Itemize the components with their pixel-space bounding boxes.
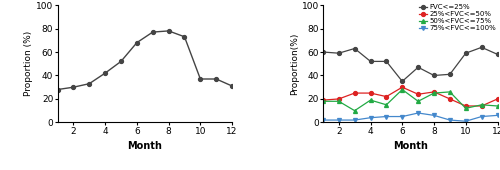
FVC<=25% — [447, 73, 453, 75]
25%<FVC<=50% — [400, 86, 406, 88]
75%<FVC<=100% — [336, 119, 342, 121]
50%<FVC<=75% — [447, 91, 453, 93]
75%<FVC<=100% — [384, 116, 390, 118]
25%<FVC<=50% — [384, 96, 390, 98]
X-axis label: Month: Month — [128, 141, 162, 151]
Y-axis label: Proportion(%): Proportion(%) — [290, 33, 298, 95]
50%<FVC<=75% — [478, 104, 484, 106]
FVC<=25% — [431, 74, 437, 76]
50%<FVC<=75% — [400, 89, 406, 91]
75%<FVC<=100% — [368, 117, 374, 119]
FVC<=25% — [384, 60, 390, 62]
25%<FVC<=50% — [463, 105, 469, 107]
50%<FVC<=75% — [415, 100, 421, 102]
50%<FVC<=75% — [384, 104, 390, 106]
FVC<=25% — [463, 52, 469, 54]
50%<FVC<=75% — [352, 110, 358, 112]
25%<FVC<=50% — [494, 98, 500, 100]
75%<FVC<=100% — [463, 120, 469, 122]
Line: 25%<FVC<=50%: 25%<FVC<=50% — [321, 85, 500, 108]
Y-axis label: Proportion (%): Proportion (%) — [24, 31, 34, 96]
FVC<=25% — [400, 80, 406, 82]
75%<FVC<=100% — [400, 116, 406, 118]
75%<FVC<=100% — [431, 114, 437, 116]
25%<FVC<=50% — [447, 98, 453, 100]
FVC<=25% — [478, 46, 484, 48]
75%<FVC<=100% — [478, 116, 484, 118]
50%<FVC<=75% — [463, 107, 469, 109]
50%<FVC<=75% — [368, 99, 374, 101]
75%<FVC<=100% — [320, 119, 326, 121]
X-axis label: Month: Month — [393, 141, 428, 151]
50%<FVC<=75% — [494, 105, 500, 107]
25%<FVC<=50% — [352, 92, 358, 94]
Line: FVC<=25%: FVC<=25% — [321, 45, 500, 83]
25%<FVC<=50% — [320, 99, 326, 101]
FVC<=25% — [352, 47, 358, 49]
50%<FVC<=75% — [431, 92, 437, 94]
FVC<=25% — [415, 66, 421, 68]
75%<FVC<=100% — [494, 114, 500, 116]
50%<FVC<=75% — [320, 100, 326, 102]
FVC<=25% — [494, 53, 500, 55]
25%<FVC<=50% — [431, 91, 437, 93]
75%<FVC<=100% — [352, 119, 358, 121]
Legend: FVC<=25%, 25%<FVC<=50%, 50%<FVC<=75%, 75%<FVC<=100%: FVC<=25%, 25%<FVC<=50%, 50%<FVC<=75%, 75… — [418, 3, 497, 32]
75%<FVC<=100% — [415, 112, 421, 114]
FVC<=25% — [320, 51, 326, 53]
75%<FVC<=100% — [447, 119, 453, 121]
Line: 75%<FVC<=100%: 75%<FVC<=100% — [321, 111, 500, 123]
FVC<=25% — [336, 52, 342, 54]
25%<FVC<=50% — [415, 93, 421, 95]
25%<FVC<=50% — [336, 98, 342, 100]
25%<FVC<=50% — [368, 92, 374, 94]
50%<FVC<=75% — [336, 100, 342, 102]
Line: 50%<FVC<=75%: 50%<FVC<=75% — [321, 88, 500, 113]
25%<FVC<=50% — [478, 105, 484, 107]
FVC<=25% — [368, 60, 374, 62]
